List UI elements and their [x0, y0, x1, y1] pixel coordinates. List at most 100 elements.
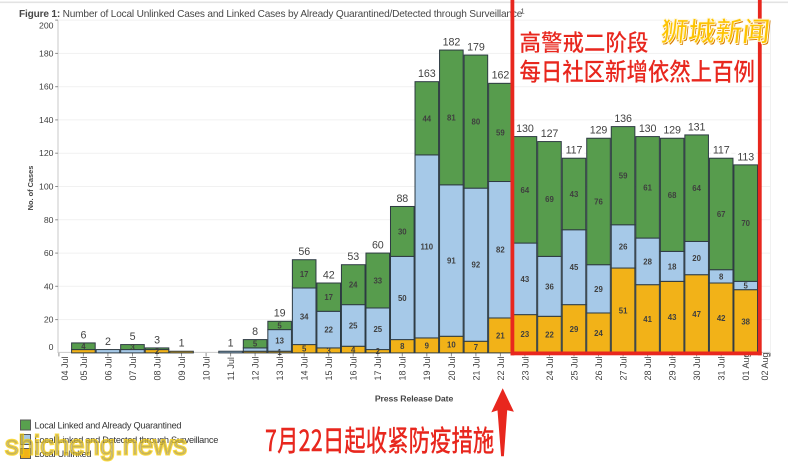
- svg-text:5: 5: [302, 345, 307, 354]
- svg-text:113: 113: [737, 151, 754, 163]
- svg-text:59: 59: [619, 172, 628, 181]
- svg-text:27 Jul: 27 Jul: [619, 356, 629, 380]
- svg-text:76: 76: [594, 198, 603, 207]
- svg-text:92: 92: [472, 261, 481, 270]
- svg-text:129: 129: [590, 125, 608, 137]
- svg-text:117: 117: [566, 145, 583, 157]
- svg-text:91: 91: [447, 257, 456, 266]
- svg-text:shicheng.news: shicheng.news: [5, 430, 187, 461]
- svg-text:2: 2: [105, 336, 111, 348]
- svg-text:64: 64: [521, 186, 530, 195]
- svg-text:179: 179: [467, 41, 485, 53]
- svg-text:38: 38: [741, 317, 750, 326]
- svg-text:21 Jul: 21 Jul: [471, 356, 481, 380]
- svg-text:8: 8: [719, 272, 724, 281]
- svg-text:20: 20: [44, 315, 54, 325]
- svg-text:163: 163: [418, 68, 436, 80]
- svg-text:131: 131: [688, 121, 706, 133]
- svg-text:20 Jul: 20 Jul: [447, 356, 457, 380]
- svg-text:11 Jul: 11 Jul: [226, 357, 236, 380]
- svg-text:23 Jul: 23 Jul: [520, 356, 530, 380]
- svg-text:33: 33: [373, 277, 382, 286]
- svg-text:3: 3: [154, 334, 160, 346]
- svg-text:1: 1: [179, 338, 185, 350]
- svg-text:36: 36: [545, 282, 554, 291]
- svg-text:Local Linked and Detected thro: Local Linked and Detected through Survei…: [35, 435, 219, 445]
- svg-text:14 Jul: 14 Jul: [300, 356, 310, 380]
- svg-text:26 Jul: 26 Jul: [594, 356, 604, 380]
- svg-text:3: 3: [130, 343, 135, 352]
- svg-text:28 Jul: 28 Jul: [643, 356, 653, 380]
- svg-text:88: 88: [396, 193, 408, 205]
- svg-text:29 Jul: 29 Jul: [668, 356, 678, 380]
- svg-text:2: 2: [376, 347, 381, 356]
- svg-text:64: 64: [692, 184, 701, 193]
- svg-text:7: 7: [474, 343, 478, 352]
- svg-text:69: 69: [545, 195, 554, 204]
- svg-text:61: 61: [643, 183, 652, 192]
- svg-text:162: 162: [492, 70, 510, 82]
- svg-text:Local Linked and Already Quara: Local Linked and Already Quarantined: [35, 421, 182, 431]
- svg-text:17: 17: [300, 270, 309, 279]
- svg-text:25: 25: [373, 325, 382, 334]
- svg-text:17: 17: [324, 293, 333, 302]
- svg-text:127: 127: [541, 128, 559, 140]
- svg-text:43: 43: [668, 313, 677, 322]
- svg-text:18: 18: [668, 262, 677, 271]
- svg-text:01 Aug: 01 Aug: [741, 352, 751, 380]
- svg-text:53: 53: [347, 251, 359, 263]
- svg-text:200: 200: [39, 21, 54, 31]
- svg-text:06 Jul: 06 Jul: [103, 356, 113, 380]
- svg-text:09 Jul: 09 Jul: [177, 356, 187, 380]
- svg-text:9: 9: [425, 341, 430, 350]
- svg-text:23: 23: [521, 330, 530, 339]
- svg-text:1: 1: [228, 338, 234, 350]
- svg-text:8: 8: [400, 342, 405, 351]
- svg-text:20: 20: [692, 254, 701, 263]
- svg-text:80: 80: [44, 215, 54, 225]
- svg-text:07 Jul: 07 Jul: [128, 356, 138, 380]
- svg-text:110: 110: [421, 242, 434, 251]
- svg-text:80: 80: [472, 118, 481, 127]
- svg-text:136: 136: [614, 113, 632, 125]
- svg-text:1: 1: [521, 7, 525, 16]
- svg-text:70: 70: [741, 219, 750, 228]
- svg-text:24: 24: [594, 329, 603, 338]
- svg-text:21: 21: [496, 331, 505, 340]
- svg-text:34: 34: [300, 312, 309, 321]
- svg-text:120: 120: [39, 148, 54, 158]
- svg-text:30 Jul: 30 Jul: [692, 356, 702, 380]
- svg-text:44: 44: [422, 114, 431, 123]
- svg-text:30: 30: [398, 227, 407, 236]
- svg-text:81: 81: [447, 113, 456, 122]
- svg-text:22: 22: [545, 331, 554, 340]
- svg-text:117: 117: [713, 145, 730, 157]
- svg-text:08 Jul: 08 Jul: [152, 356, 162, 380]
- svg-text:2: 2: [155, 347, 160, 356]
- svg-text:60: 60: [44, 248, 54, 258]
- svg-text:05 Jul: 05 Jul: [79, 356, 89, 380]
- svg-text:45: 45: [570, 263, 579, 272]
- svg-text:02 Aug: 02 Aug: [760, 352, 770, 380]
- svg-text:6: 6: [80, 329, 86, 341]
- svg-text:8: 8: [252, 326, 258, 338]
- svg-text:Press Release Date: Press Release Date: [375, 394, 454, 404]
- svg-text:43: 43: [570, 190, 579, 199]
- svg-text:67: 67: [717, 210, 726, 219]
- svg-text:28: 28: [643, 257, 652, 266]
- svg-text:42: 42: [323, 269, 335, 281]
- svg-text:13: 13: [275, 336, 284, 345]
- svg-text:13 Jul: 13 Jul: [275, 356, 285, 380]
- svg-text:22: 22: [324, 326, 333, 335]
- svg-text:40: 40: [44, 281, 54, 291]
- svg-text:5: 5: [744, 282, 749, 291]
- svg-text:130: 130: [516, 123, 534, 135]
- svg-text:29: 29: [594, 285, 603, 294]
- svg-text:182: 182: [443, 37, 461, 49]
- svg-text:42: 42: [717, 314, 726, 323]
- svg-text:Local Unlinked: Local Unlinked: [35, 449, 92, 459]
- svg-text:130: 130: [639, 123, 657, 135]
- svg-text:180: 180: [39, 48, 54, 58]
- svg-text:160: 160: [39, 82, 54, 92]
- svg-text:5: 5: [253, 340, 258, 349]
